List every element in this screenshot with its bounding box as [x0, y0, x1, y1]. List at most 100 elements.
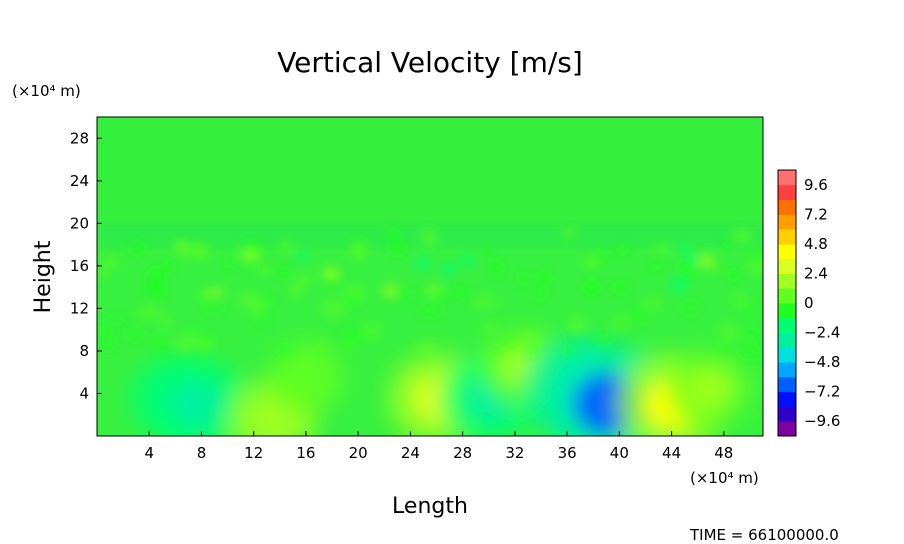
speckle [275, 345, 297, 357]
x-tick-label: 12 [244, 444, 263, 462]
speckle [522, 329, 544, 348]
colorbar-swatch [778, 170, 796, 186]
speckle [289, 282, 303, 299]
speckle [147, 268, 164, 284]
speckle [678, 244, 691, 255]
colorbar-label: −9.6 [804, 412, 840, 430]
speckle [718, 323, 740, 340]
speckle [248, 295, 266, 314]
colorbar-swatch [778, 317, 796, 334]
speckle [563, 229, 576, 239]
speckle [461, 252, 474, 267]
speckle [136, 306, 162, 319]
speckle [130, 240, 145, 256]
speckle [460, 290, 473, 299]
colorbar-label: −7.2 [804, 383, 840, 401]
colorbar-swatch [778, 273, 796, 289]
speckle [106, 315, 126, 324]
colorbar-labels: 9.6 7.2 4.8 2.4 0 −2.4 −4.8 −7.2 −9.6 [804, 176, 840, 430]
speckle [439, 262, 459, 276]
chart-title: Vertical Velocity [m/s] [277, 46, 583, 79]
colorbar-label: −4.8 [804, 353, 840, 371]
speckle [643, 299, 664, 308]
heatmap-field [97, 117, 763, 436]
speckle [322, 299, 345, 319]
speckle [612, 281, 631, 295]
speckle [388, 241, 408, 256]
x-tick-label: 4 [144, 444, 154, 462]
speckle [281, 240, 291, 252]
x-tick-label: 32 [505, 444, 524, 462]
x-tick-label: 16 [296, 444, 315, 462]
speckle [316, 339, 330, 349]
colorbar-swatch [778, 214, 796, 230]
speckle [341, 293, 364, 308]
plot-frame [96, 116, 764, 437]
speckle [196, 337, 213, 352]
feature-core [285, 358, 327, 397]
colorbar-swatch [778, 229, 796, 245]
feature-core [171, 379, 224, 429]
colorbar-swatch [778, 406, 796, 422]
colorbar-swatch [778, 288, 796, 304]
y-tick-label: 24 [70, 172, 89, 190]
speckle [422, 229, 436, 246]
speckle [419, 288, 433, 296]
speckle [295, 276, 311, 285]
speckle [597, 248, 608, 260]
x-tick-label: 8 [197, 444, 207, 462]
speckle [240, 250, 260, 261]
speckle [683, 270, 695, 277]
colorbar-label: 0 [804, 294, 814, 312]
speckle [226, 254, 235, 270]
speckle [534, 272, 555, 283]
speckle [354, 237, 367, 248]
speckle [97, 269, 109, 277]
speckle [489, 260, 505, 276]
x-axis-label: Length [392, 494, 468, 519]
speckle [191, 243, 208, 258]
colorbar-swatch [778, 243, 796, 260]
speckle [257, 266, 270, 274]
speckle [322, 267, 341, 280]
speckle [566, 317, 589, 334]
speckle [160, 315, 172, 329]
speckle [706, 263, 720, 271]
x-tick-label: 28 [453, 444, 472, 462]
speckle [274, 268, 292, 280]
y-tick-label: 12 [70, 299, 89, 317]
y-tick-label: 16 [70, 257, 89, 275]
speckle [101, 257, 121, 266]
speckle [733, 230, 751, 243]
colorbar-swatch [778, 258, 796, 274]
feature-core [688, 367, 733, 409]
speckle [532, 283, 546, 302]
speckle [394, 289, 413, 303]
speckle [649, 262, 661, 272]
speckle [518, 271, 528, 286]
speckle [176, 245, 197, 254]
speckle [125, 327, 145, 342]
colorbar-label: −2.4 [804, 324, 840, 342]
speckle [160, 266, 174, 273]
speckle [174, 334, 198, 353]
speckle [413, 262, 430, 270]
speckle [609, 319, 632, 329]
x-tick-label: 48 [714, 444, 733, 462]
speckle [741, 301, 756, 321]
y-tick-label: 8 [79, 342, 89, 360]
speckle [202, 301, 226, 314]
upper-band [97, 117, 763, 227]
colorbar-swatch [778, 347, 796, 363]
speckle [726, 269, 741, 281]
speckle [733, 294, 748, 306]
colorbar-swatch [778, 184, 796, 201]
colorbar-frame [777, 169, 797, 437]
speckle [295, 251, 312, 262]
colorbar-label: 9.6 [804, 176, 828, 194]
colorbar-label: 7.2 [804, 205, 828, 223]
x-tick-label: 24 [401, 444, 420, 462]
y-axis-label: Height [31, 240, 56, 313]
speckle [386, 228, 400, 241]
colorbar-swatch [778, 362, 796, 378]
